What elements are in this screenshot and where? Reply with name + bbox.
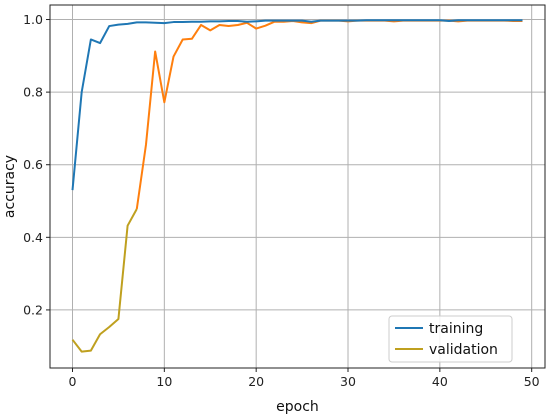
series-line-validation-lower bbox=[71, 208, 138, 353]
plot-frame bbox=[49, 4, 546, 369]
legend-label-validation: validation bbox=[429, 342, 498, 358]
y-axis-label: accuracy bbox=[2, 155, 18, 218]
y-tick-label: 0.8 bbox=[23, 85, 43, 100]
ticks: 0 10 20 30 40 50 0.2 0.4 0.6 0.8 1.0 bbox=[23, 12, 540, 389]
x-tick-label: 20 bbox=[248, 374, 264, 389]
y-tick-label: 0.6 bbox=[23, 157, 43, 172]
x-tick-label: 0 bbox=[69, 374, 77, 389]
x-tick-label: 40 bbox=[432, 374, 448, 389]
legend: training validation bbox=[388, 315, 513, 363]
x-tick-label: 10 bbox=[156, 374, 172, 389]
series-lines bbox=[71, 19, 523, 353]
series-line-validation bbox=[135, 19, 523, 210]
x-axis-label: epoch bbox=[276, 399, 319, 415]
series-line-training bbox=[71, 19, 523, 191]
y-tick-label: 0.4 bbox=[23, 230, 43, 245]
grid bbox=[50, 5, 545, 368]
x-tick-label: 30 bbox=[340, 374, 356, 389]
y-tick-label: 1.0 bbox=[23, 12, 43, 27]
legend-label-training: training bbox=[429, 321, 483, 337]
y-tick-label: 0.2 bbox=[23, 302, 43, 317]
x-tick-label: 50 bbox=[524, 374, 540, 389]
